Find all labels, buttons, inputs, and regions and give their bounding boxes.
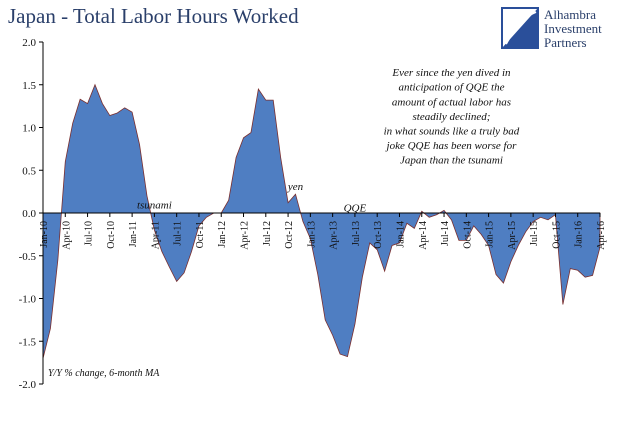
- annotation-label: yen: [287, 181, 304, 193]
- x-tick-label: Oct-15: [551, 221, 562, 249]
- y-tick-label: -1.0: [19, 294, 37, 306]
- x-tick-label: Oct-14: [462, 221, 473, 249]
- x-tick-label: Jan-12: [217, 221, 228, 248]
- commentary-line: in what sounds like a truly bad: [384, 125, 520, 137]
- commentary-line: Ever since the yen dived in: [391, 67, 511, 79]
- y-tick-label: 1.0: [22, 123, 36, 135]
- y-tick-label: 2.0: [22, 37, 36, 49]
- x-tick-label: Jul-14: [440, 221, 451, 246]
- x-tick-label: Apr-12: [240, 221, 251, 250]
- x-tick-labels: Jan-10 Apr-10 Jul-10 Oct-10 Jan-11 Apr-11 Jul-…: [39, 221, 607, 250]
- y-tick-labels: 2.0 1.5 1.0 0.5 0.0 -0.5 -1.0 -1.5 -2.0: [19, 37, 37, 391]
- x-tick-label: Jan-14: [395, 221, 406, 248]
- y-tick-label: -0.5: [19, 251, 37, 263]
- x-tick-label: Apr-16: [596, 221, 607, 250]
- x-tick-label: Oct-10: [106, 221, 117, 249]
- x-tick-label: Oct-13: [373, 221, 384, 249]
- x-tick-label: Jul-12: [262, 221, 273, 246]
- logo-line-2: Investment: [544, 21, 602, 36]
- commentary-line: anticipation of QQE the: [398, 82, 504, 94]
- x-tick-label: Apr-14: [418, 221, 429, 250]
- chart-title: Japan - Total Labor Hours Worked: [8, 4, 299, 28]
- x-tick-label: Jan-10: [39, 221, 50, 248]
- x-tick-label: Jan-11: [128, 221, 139, 247]
- alhambra-logo-icon: [501, 7, 539, 49]
- alhambra-logo: Alhambra Investment Partners: [500, 6, 630, 54]
- x-tick-label: Apr-10: [61, 221, 72, 250]
- commentary-line: Japan than the tsunami: [400, 154, 503, 166]
- y-tick-label: 1.5: [22, 80, 36, 92]
- logo-line-1: Alhambra: [544, 7, 596, 22]
- y-tick-label: -2.0: [19, 379, 37, 391]
- y-axis-note: Y/Y % change, 6-month MA: [48, 368, 160, 379]
- area-layer: [42, 83, 601, 359]
- x-tick-label: Jul-11: [173, 221, 184, 246]
- x-tick-label: Jan-16: [574, 221, 585, 248]
- x-tick-label: Apr-11: [150, 221, 161, 249]
- x-tick-label: Oct-11: [195, 221, 206, 248]
- logo-line-3: Partners: [544, 35, 587, 50]
- x-tick-label: Jan-13: [306, 221, 317, 248]
- series-area: [42, 83, 601, 359]
- y-tick-label: 0.5: [22, 165, 36, 177]
- x-tick-label: Jul-10: [84, 221, 95, 246]
- axis-layer: [39, 41, 601, 385]
- annotation-label: tsunami: [137, 200, 172, 212]
- logo-text: Alhambra Investment Partners: [544, 8, 602, 50]
- x-tick-label: Apr-13: [329, 221, 340, 250]
- y-tick-label: 0.0: [22, 208, 36, 220]
- annotation-label: QQE: [344, 202, 367, 214]
- x-tick-label: Jan-15: [485, 221, 496, 248]
- x-tick-label: Jul-13: [351, 221, 362, 246]
- commentary-line: steadily declined;: [413, 111, 491, 123]
- commentary-line: joke QQE has been worse for: [385, 140, 518, 152]
- x-tick-label: Apr-15: [507, 221, 518, 250]
- x-tick-label: Oct-12: [284, 221, 295, 249]
- y-tick-label: -1.5: [19, 336, 37, 348]
- commentary-line: amount of actual labor has: [392, 96, 511, 108]
- annotation-layer: tsunami yen QQE Ever since the yen dived in…: [137, 67, 520, 214]
- x-tick-label: Jul-15: [529, 221, 540, 246]
